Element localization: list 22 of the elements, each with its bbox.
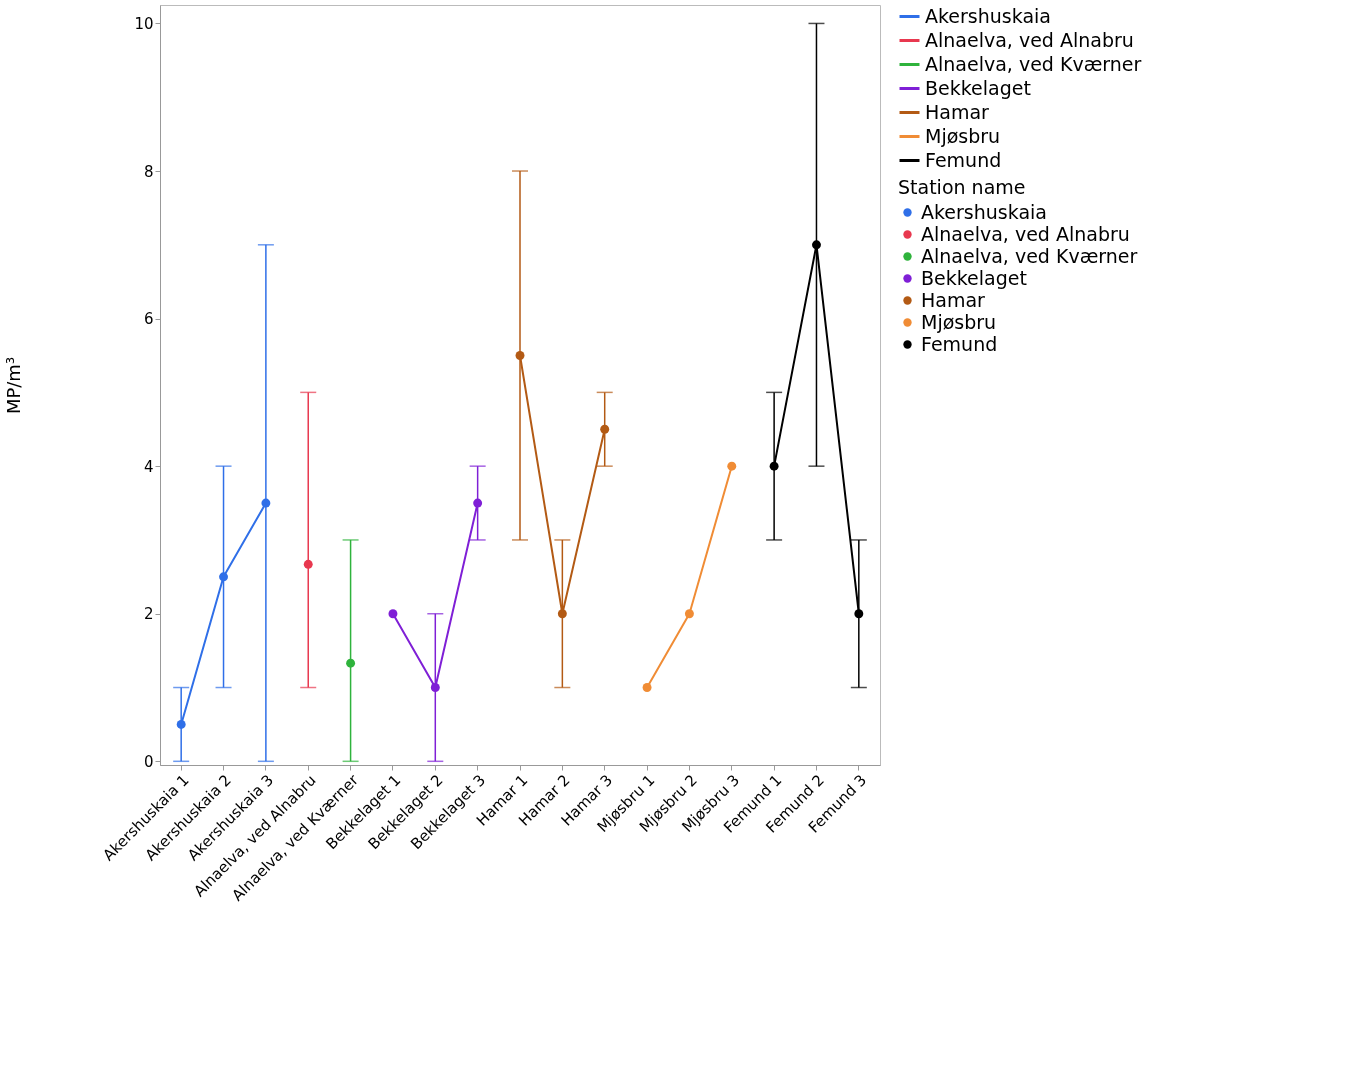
- text: Akershuskaia: [925, 4, 1051, 27]
- y-tick-label: 6: [143, 310, 154, 329]
- text: Bekkelaget: [925, 76, 1031, 99]
- text: Alnaelva, ved Kværner: [925, 52, 1142, 75]
- y-tick-label: 0: [143, 752, 154, 771]
- y-axis-title: MP/m³: [3, 356, 25, 415]
- legend-label: Bekkelaget: [921, 266, 1027, 289]
- y-tick-label: 8: [143, 162, 154, 181]
- legend-label: Femund: [921, 332, 998, 355]
- legend-label: Akershuskaia: [921, 200, 1047, 223]
- text: Mjøsbru: [925, 124, 1001, 147]
- text: Femund: [925, 148, 1002, 171]
- text: Alnaelva, ved Alnabru: [925, 28, 1134, 51]
- y-tick-label: 10: [134, 14, 154, 33]
- y-tick-label: 2: [143, 605, 154, 624]
- legend-label: Alnaelva, ved Kværner: [921, 244, 1138, 267]
- y-tick-label: 4: [143, 457, 154, 476]
- legend-label: Alnaelva, ved Alnabru: [921, 222, 1130, 245]
- legend-label: Mjøsbru: [921, 310, 997, 333]
- legend-title: Station name: [898, 176, 1026, 198]
- text: Hamar: [925, 100, 989, 123]
- legend-label: Hamar: [921, 288, 986, 311]
